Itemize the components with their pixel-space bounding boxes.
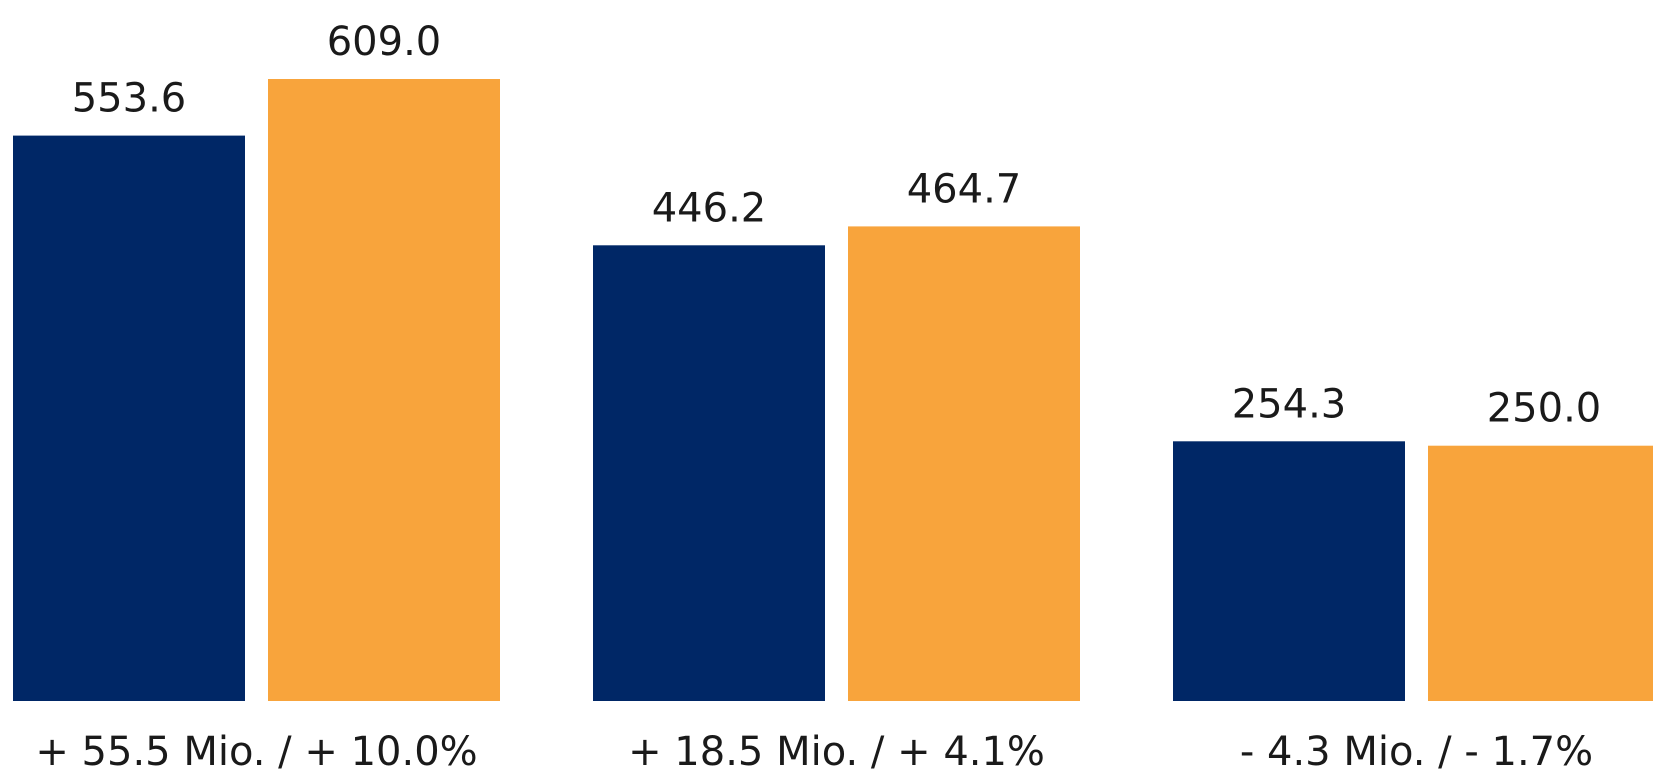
category-label-group2: + 18.5 Mio. / + 4.1% (628, 729, 1045, 773)
value-labels-layer: 553.6 609.0 446.2 464.7 254.3 250.0 (72, 19, 1602, 432)
group-labels-layer: + 55.5 Mio. / + 10.0% + 18.5 Mio. / + 4.1… (35, 729, 1593, 773)
bar-series2-group1 (268, 79, 500, 701)
value-label-series2-group1: 609.0 (327, 19, 442, 65)
value-label-series1-group1: 553.6 (72, 76, 187, 122)
category-label-group1: + 55.5 Mio. / + 10.0% (35, 729, 477, 773)
value-label-series2-group3: 250.0 (1487, 386, 1602, 432)
value-label-series1-group3: 254.3 (1232, 381, 1347, 427)
bars-layer (13, 79, 1653, 702)
bar-series2-group3 (1428, 445, 1653, 701)
bar-series2-group2 (848, 226, 1080, 701)
bar-series1-group3 (1173, 441, 1405, 701)
category-label-group3: - 4.3 Mio. / - 1.7% (1240, 729, 1593, 773)
bar-series1-group1 (13, 135, 245, 702)
bar-series1-group2 (593, 245, 825, 702)
value-label-series2-group2: 464.7 (907, 166, 1022, 212)
value-label-series1-group2: 446.2 (652, 185, 767, 231)
